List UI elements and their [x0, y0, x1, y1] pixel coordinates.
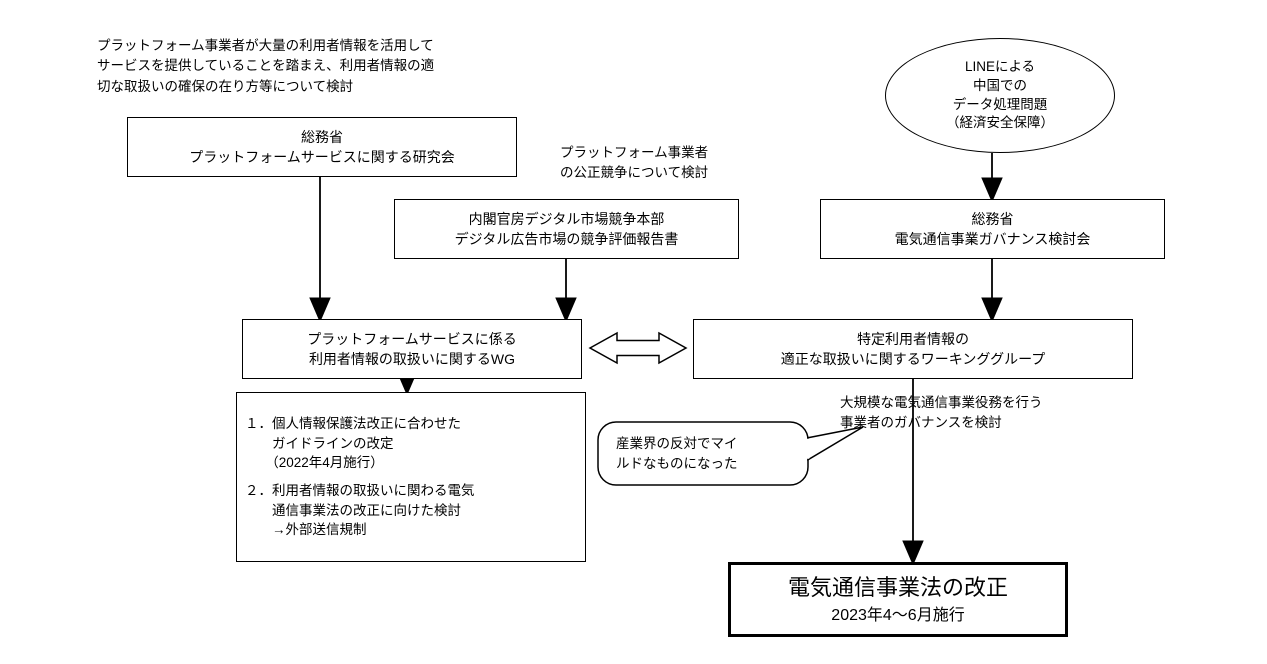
box5-l2: 適正な取扱いに関するワーキンググループ	[781, 349, 1045, 369]
box5-l1: 特定利用者情報の	[857, 329, 969, 349]
callout-text: 産業界の反対でマイ ルドなものになった	[616, 434, 738, 475]
box4-l2: 利用者情報の取扱いに関するWG	[309, 349, 515, 369]
box3-l1: 総務省	[972, 209, 1014, 229]
box-cabinet-digital-market: 内閣官房デジタル市場競争本部 デジタル広告市場の競争評価報告書	[394, 199, 739, 259]
intro-text: プラットフォーム事業者が大量の利用者情報を活用してサービスを提供していることを踏…	[97, 36, 537, 97]
callout-l1: 産業界の反対でマイ	[616, 434, 738, 454]
item2-l1: ２．利用者情報の取扱いに関わる電気	[245, 481, 475, 501]
box2-l1: 内閣官房デジタル市場競争本部	[469, 209, 665, 229]
box-soumu-governance: 総務省 電気通信事業ガバナンス検討会	[820, 199, 1165, 259]
ell-l2: 中国での	[973, 77, 1027, 96]
box-platform-wg: プラットフォームサービスに係る 利用者情報の取扱いに関するWG	[242, 319, 582, 379]
side-text-governance: 大規模な電気通信事業役務を行う事業者のガバナンスを検討	[840, 393, 1160, 434]
ell-l4: （経済安全保障）	[946, 114, 1054, 133]
item1-l3: （2022年4月施行）	[245, 453, 384, 473]
side-text-competition: プラットフォーム事業者の公正競争について検討	[560, 143, 790, 184]
box-law-revision: 電気通信事業法の改正 2023年4～6月施行	[728, 562, 1068, 637]
box1-l1: 総務省	[301, 127, 343, 147]
box4-l1: プラットフォームサービスに係る	[307, 329, 517, 349]
box2-l2: デジタル広告市場の競争評価報告書	[455, 229, 679, 249]
item2-l3: →外部送信規制	[245, 520, 367, 540]
final-title: 電気通信事業法の改正	[788, 572, 1008, 604]
box-two-items: １．個人情報保護法改正に合わせた ガイドラインの改定 （2022年4月施行） ２…	[236, 392, 586, 562]
box-soumu-platform-research: 総務省 プラットフォームサービスに関する研究会	[127, 117, 517, 177]
final-sub: 2023年4～6月施行	[831, 604, 964, 627]
ell-l1: LINEによる	[965, 58, 1035, 77]
item1-l1: １．個人情報保護法改正に合わせた	[245, 414, 461, 434]
ellipse-line-issue: LINEによる 中国での データ処理問題 （経済安全保障）	[885, 38, 1115, 153]
box3-l2: 電気通信事業ガバナンス検討会	[895, 229, 1091, 249]
item2-l2: 通信事業法の改正に向けた検討	[245, 501, 461, 521]
diagram-stage: プラットフォーム事業者が大量の利用者情報を活用してサービスを提供していることを踏…	[0, 0, 1267, 664]
box1-l2: プラットフォームサービスに関する研究会	[189, 147, 455, 167]
box-specific-user-wg: 特定利用者情報の 適正な取扱いに関するワーキンググループ	[693, 319, 1133, 379]
ell-l3: データ処理問題	[953, 96, 1048, 115]
callout-l2: ルドなものになった	[616, 454, 738, 474]
item1-l2: ガイドラインの改定	[245, 434, 394, 454]
